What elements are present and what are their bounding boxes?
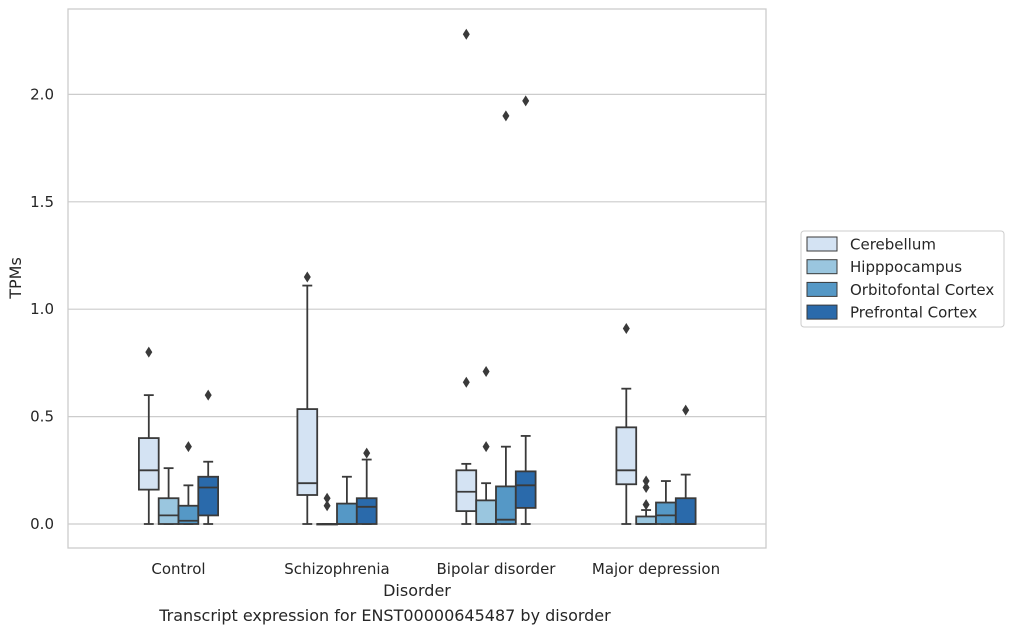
y-tick-label: 2.0 [30, 85, 54, 103]
legend-frame [800, 230, 1005, 328]
iqr-box [475, 499, 497, 525]
outlier-point [622, 323, 630, 335]
outlier-point [204, 389, 212, 401]
x-axis-label: Disorder [383, 581, 451, 600]
x-tick-labels: Control Schizophrenia Bipolar disorder Majo… [151, 560, 720, 578]
legend-swatch [806, 281, 838, 297]
outlier-point [642, 499, 650, 511]
outlier-point [682, 404, 690, 416]
outlier-point [462, 376, 470, 388]
x-tick-label: Schizophrenia [284, 560, 389, 578]
y-tick-label: 1.5 [30, 193, 54, 211]
box-hipppocampus [475, 365, 497, 525]
y-tick-labels: 0.0 0.5 1.0 1.5 2.0 [30, 85, 54, 533]
y-tick-label: 0.5 [30, 408, 54, 426]
outlier-point [522, 95, 530, 107]
outlier-point [363, 447, 371, 459]
y-tick-label: 1.0 [30, 300, 54, 318]
iqr-box [296, 408, 319, 496]
box-prefrontal-cortex [514, 95, 537, 525]
outlier-point [462, 28, 470, 40]
iqr-box [635, 515, 657, 525]
iqr-box [495, 485, 517, 525]
iqr-box [615, 426, 638, 486]
box-orbitofontal-cortex [655, 480, 677, 525]
box-cerebellum [615, 323, 638, 525]
outlier-point [303, 271, 311, 283]
box-cerebellum [137, 346, 160, 525]
x-tick-label: Major depression [592, 560, 720, 578]
plot-frame [67, 8, 767, 549]
box-orbitofontal-cortex [495, 110, 517, 525]
y-tick-label: 0.0 [30, 515, 54, 533]
outlier-point [642, 475, 650, 487]
iqr-box [455, 469, 478, 513]
box-prefrontal-cortex [674, 404, 697, 525]
x-tick-label: Bipolar disorder [437, 560, 557, 578]
iqr-box [514, 470, 537, 509]
box-prefrontal-cortex [197, 389, 220, 525]
box-hipppocampus [635, 475, 657, 525]
outlier-point [145, 346, 153, 358]
y-axis-label: TPMs [6, 257, 25, 300]
box-hipppocampus [157, 467, 180, 525]
legend-swatch [806, 259, 838, 275]
outlier-point [482, 441, 490, 453]
iqr-box [197, 475, 220, 517]
iqr-box [157, 497, 180, 525]
legend-label: Orbitofontal Cortex [850, 281, 994, 299]
box-groups [137, 28, 697, 526]
outlier-point [323, 500, 331, 512]
legend-label: Cerebellum [850, 236, 936, 254]
box-cerebellum [296, 271, 319, 525]
outlier-point [642, 481, 650, 493]
box-cerebellum [455, 28, 478, 525]
box-orbitofontal-cortex [177, 441, 200, 525]
outlier-point [502, 110, 510, 122]
iqr-box [137, 437, 160, 491]
legend-swatch [806, 304, 838, 320]
grid-lines [68, 93, 766, 525]
x-tick-label: Control [151, 560, 205, 578]
outlier-point [184, 441, 192, 453]
box-hipppocampus [316, 492, 338, 526]
figure-caption: Transcript expression for ENST0000064548… [159, 606, 611, 625]
legend: Cerebellum Hipppocampus Orbitofontal Corte… [800, 230, 1005, 328]
iqr-box [355, 497, 378, 525]
iqr-box [674, 497, 697, 525]
outlier-point [323, 492, 331, 504]
legend-label: Prefrontal Cortex [850, 304, 977, 322]
outlier-point [482, 365, 490, 377]
box-prefrontal-cortex [355, 447, 378, 525]
iqr-box [655, 501, 677, 525]
iqr-box [336, 502, 358, 525]
box-orbitofontal-cortex [336, 475, 358, 525]
legend-label: Hipppocampus [850, 258, 962, 276]
legend-swatch [806, 236, 838, 252]
